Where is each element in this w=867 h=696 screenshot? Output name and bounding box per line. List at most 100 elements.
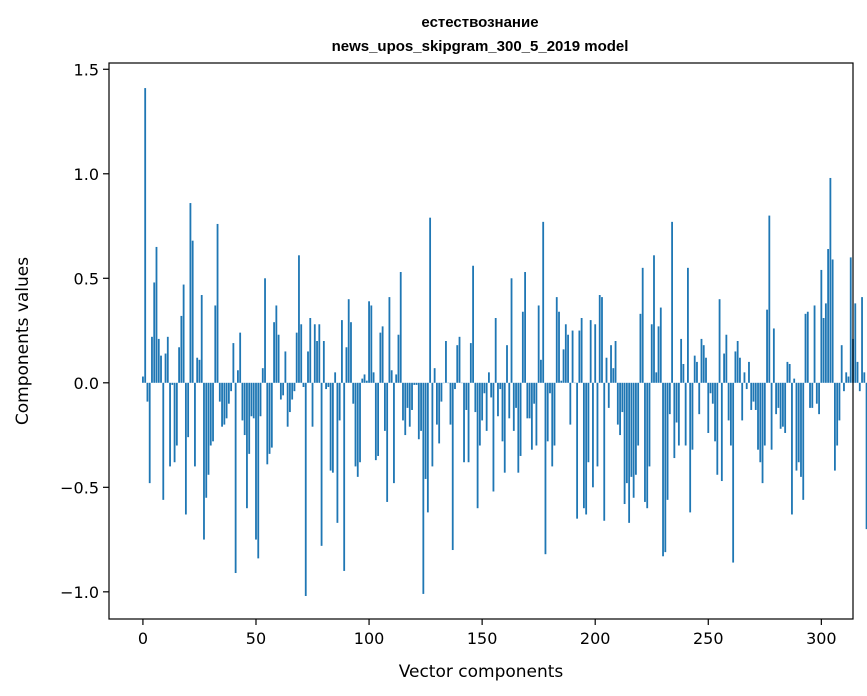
bar-284 — [784, 382, 787, 433]
bar-189 — [569, 382, 572, 425]
bar-263 — [736, 341, 739, 383]
bar-227 — [655, 372, 658, 383]
bar-240 — [684, 382, 687, 446]
bar-201 — [596, 382, 599, 467]
bar-203 — [601, 297, 603, 383]
bar-168 — [521, 311, 524, 383]
bar-109 — [388, 297, 391, 383]
bar-6 — [155, 246, 158, 383]
bar-277 — [768, 215, 771, 383]
bar-218 — [635, 382, 637, 475]
bar-33 — [216, 223, 219, 383]
bar-180 — [549, 382, 551, 394]
x-tick-label: 50 — [246, 629, 266, 648]
bar-317 — [858, 382, 861, 392]
bar-79 — [320, 382, 323, 546]
bar-264 — [739, 357, 741, 383]
bar-87 — [338, 382, 341, 421]
bar-57 — [270, 382, 273, 448]
bar-301 — [822, 318, 825, 383]
bar-233 — [668, 382, 671, 415]
bar-128 — [431, 382, 434, 467]
bar-44 — [241, 382, 244, 421]
bar-276 — [766, 309, 768, 383]
bar-28 — [205, 382, 208, 498]
bar-261 — [732, 382, 735, 563]
bar-160 — [503, 382, 506, 473]
bar-306 — [834, 382, 836, 471]
bar-145 — [469, 343, 472, 383]
bar-152 — [485, 382, 488, 431]
bar-29 — [207, 382, 210, 475]
bar-48 — [250, 382, 253, 417]
bar-217 — [632, 382, 635, 498]
bar-287 — [791, 382, 793, 515]
bar-25 — [198, 359, 201, 383]
bar-286 — [788, 363, 791, 383]
bar-17 — [180, 315, 183, 383]
bar-83 — [329, 382, 332, 471]
bar-62 — [282, 382, 285, 396]
bar-209 — [614, 341, 617, 383]
bar-198 — [589, 320, 592, 383]
bar-113 — [397, 334, 400, 383]
bar-65 — [289, 382, 291, 413]
bar-211 — [619, 382, 621, 436]
bar-107 — [383, 382, 386, 431]
bar-77 — [316, 341, 318, 383]
bar-39 — [230, 382, 233, 392]
bar-117 — [406, 382, 409, 408]
bar-247 — [700, 338, 703, 383]
bar-105 — [379, 332, 382, 383]
bar-267 — [745, 382, 748, 390]
bar-196 — [585, 382, 588, 515]
bar-126 — [426, 382, 429, 513]
bar-100 — [368, 301, 370, 383]
bar-162 — [508, 382, 511, 419]
bar-155 — [492, 382, 495, 492]
bar-24 — [196, 357, 199, 383]
bar-26 — [200, 295, 203, 383]
bar-290 — [797, 382, 800, 463]
bars-group — [142, 88, 867, 596]
bar-153 — [488, 372, 490, 383]
bar-159 — [501, 382, 504, 442]
bar-66 — [291, 382, 294, 400]
bar-84 — [331, 382, 334, 473]
bar-72 — [304, 382, 307, 596]
bar-108 — [386, 382, 389, 502]
bar-76 — [313, 324, 316, 383]
bar-193 — [578, 330, 581, 383]
bar-80 — [322, 341, 325, 383]
bar-154 — [490, 382, 493, 398]
bar-104 — [377, 382, 380, 456]
bar-55 — [266, 382, 269, 465]
bar-40 — [232, 343, 235, 383]
bar-13 — [171, 382, 174, 385]
bar-58 — [273, 322, 275, 383]
bar-174 — [535, 382, 538, 446]
bar-56 — [268, 382, 271, 454]
y-tick-label: 0.5 — [74, 269, 99, 288]
bar-231 — [664, 382, 667, 553]
bar-228 — [657, 326, 660, 383]
bar-157 — [497, 382, 499, 417]
bar-129 — [433, 368, 436, 383]
bar-42 — [237, 370, 239, 383]
bar-215 — [628, 382, 631, 523]
bar-166 — [517, 382, 520, 473]
bar-147 — [474, 382, 477, 413]
x-axis-ticks: 0 50 100 150 200 250 300 — [138, 619, 837, 648]
bar-73 — [307, 351, 309, 383]
bar-81 — [325, 382, 327, 390]
bar-282 — [779, 382, 782, 429]
x-axis-label: Vector components — [399, 662, 564, 682]
bar-181 — [551, 382, 554, 467]
x-tick-label: 0 — [138, 629, 148, 648]
bar-69 — [298, 255, 300, 383]
bar-176 — [540, 359, 542, 383]
bar-34 — [218, 382, 221, 402]
bar-110 — [390, 370, 393, 383]
bar-41 — [234, 382, 237, 574]
bar-172 — [530, 382, 533, 450]
